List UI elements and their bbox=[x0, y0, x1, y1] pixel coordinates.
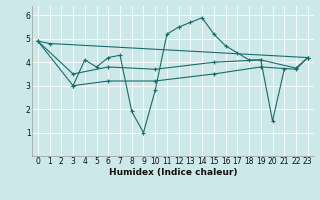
X-axis label: Humidex (Indice chaleur): Humidex (Indice chaleur) bbox=[108, 168, 237, 177]
